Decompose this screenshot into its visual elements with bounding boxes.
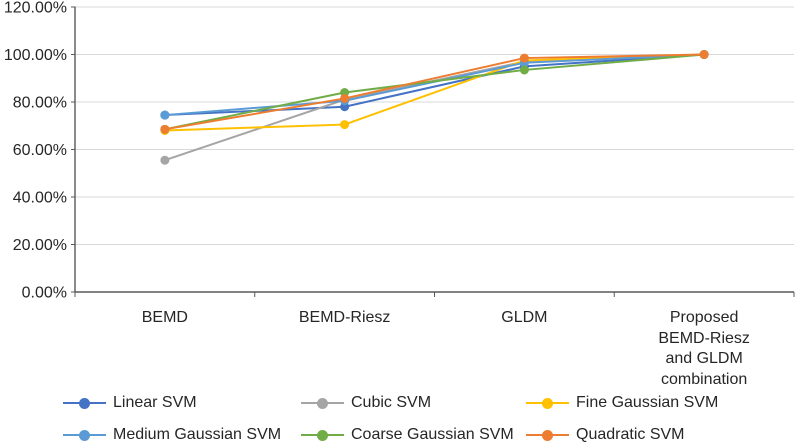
y-tick-label: 100.00% [4,47,67,64]
series-line-coarse-gaussian-svm [163,53,706,131]
legend-marker-icon [301,429,344,441]
data-point-coarse-gaussian-svm [519,65,529,75]
legend-label: Quadratic SVM [576,426,685,443]
legend-label: Linear SVM [113,394,197,411]
legend-item-fine-gaussian-svm: Fine Gaussian SVM [526,393,718,413]
axes [71,6,795,297]
y-axis-tick-labels: 0.00% 20.00% 40.00% 60.00% 80.00% 100.00% 120.… [4,0,67,302]
y-tick-label: 120.00% [4,0,67,17]
legend-label: Cubic SVM [351,394,432,411]
legend-item-medium-gaussian-svm: Medium Gaussian SVM [63,425,281,445]
legend-dot [317,429,328,441]
legend-label: Medium Gaussian SVM [113,426,282,443]
y-tick-label: 80.00% [13,95,67,112]
x-tick-label: BEMD-Riesz [298,309,391,326]
x-tick-label: BEMD [141,309,188,326]
y-tick-label: 0.00% [22,285,67,302]
legend-marker-icon [63,397,106,409]
data-point-cubic-svm [160,155,170,165]
data-point-quadratic-svm [519,53,529,63]
legend-marker-icon [526,429,569,441]
legend-marker-icon [301,397,344,409]
legend-label: Coarse Gaussian SVM [351,426,514,443]
data-point-quadratic-svm [699,50,709,59]
data-point-quadratic-svm [160,124,170,134]
legend-item-cubic-svm: Cubic SVM [301,393,431,413]
data-point-fine-gaussian-svm [340,120,350,130]
legend-dot [79,429,90,441]
legend-marker-icon [63,429,106,441]
series-line-quadratic-svm [163,53,706,131]
series-line-linear-svm [163,53,706,117]
series-line-medium-gaussian-svm [163,53,706,117]
legend-marker-icon [526,397,569,409]
y-tick-label: 40.00% [13,190,67,207]
x-tick-label: Proposed BEMD-Riesz and GLDM combination [658,309,750,388]
legend-dot [542,397,553,409]
legend-dot [542,429,553,441]
data-point-medium-gaussian-svm [160,110,170,120]
legend-dot [79,397,90,409]
x-tick-label: GLDM [501,309,548,326]
legend-item-quadratic-svm: Quadratic SVM [526,425,684,445]
legend-label: Fine Gaussian SVM [576,394,719,411]
legend-dot [317,397,328,409]
y-tick-label: 20.00% [13,237,67,254]
legend-item-coarse-gaussian-svm: Coarse Gaussian SVM [301,425,514,445]
series-line-fine-gaussian-svm [163,53,706,132]
data-point-quadratic-svm [340,93,350,103]
legend-item-linear-svm: Linear SVM [63,393,197,413]
data-series [160,50,709,165]
y-tick-label: 60.00% [13,142,67,159]
series-line-cubic-svm [163,53,706,162]
chart-plot-area: 0.00% 20.00% 40.00% 60.00% 80.00% 100.00% 120.… [4,0,795,302]
